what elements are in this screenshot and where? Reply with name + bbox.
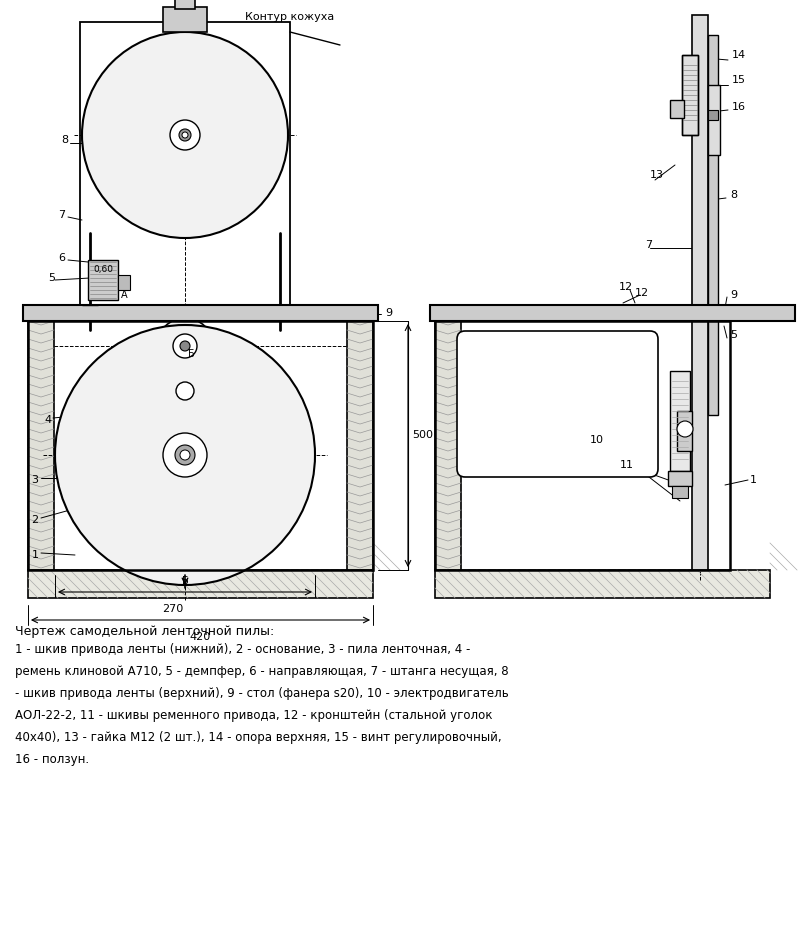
Text: 12: 12: [635, 288, 649, 298]
Text: 2: 2: [31, 515, 38, 525]
Text: ремень клиновой А710, 5 - демпфер, 6 - направляющая, 7 - штанга несущая, 8: ремень клиновой А710, 5 - демпфер, 6 - н…: [15, 665, 509, 678]
Bar: [677, 411, 692, 451]
Bar: [23, 305, 378, 321]
Bar: [430, 305, 795, 321]
Bar: [672, 486, 688, 498]
Text: 9: 9: [385, 308, 392, 318]
Bar: [670, 371, 690, 471]
Text: АОЛ-22-2, 11 - шкивы ременного привода, 12 - кронштейн (стальной уголок: АОЛ-22-2, 11 - шкивы ременного привода, …: [15, 709, 493, 722]
Text: 9: 9: [730, 290, 737, 300]
Circle shape: [170, 120, 200, 150]
Circle shape: [173, 334, 197, 358]
Text: Б: Б: [188, 349, 194, 359]
Circle shape: [82, 32, 288, 238]
Text: A: A: [121, 290, 128, 300]
Bar: [435, 321, 730, 570]
Text: 7: 7: [58, 210, 66, 220]
Text: 500: 500: [412, 431, 433, 441]
Text: 11: 11: [620, 460, 634, 470]
Bar: [708, 35, 718, 415]
Text: 40х40), 13 - гайка М12 (2 шт.), 14 - опора верхняя, 15 - винт регулировочный,: 40х40), 13 - гайка М12 (2 шт.), 14 - опо…: [15, 731, 502, 744]
Circle shape: [55, 325, 315, 585]
Bar: [347, 321, 373, 570]
Text: 1: 1: [31, 550, 38, 560]
Circle shape: [677, 421, 693, 437]
Text: 5: 5: [49, 273, 55, 283]
Text: 270: 270: [162, 604, 184, 614]
Text: 8: 8: [62, 135, 69, 145]
Text: 1 - шкив привода ленты (нижний), 2 - основание, 3 - пила ленточная, 4 -: 1 - шкив привода ленты (нижний), 2 - осн…: [15, 643, 470, 656]
Bar: [682, 55, 698, 135]
Bar: [175, 0, 195, 9]
Text: 0,60: 0,60: [93, 265, 113, 274]
Bar: [80, 22, 290, 305]
Text: 12: 12: [619, 282, 633, 292]
Bar: [670, 100, 684, 118]
Circle shape: [175, 445, 195, 465]
Bar: [708, 110, 718, 120]
Text: 10: 10: [590, 435, 604, 445]
Text: 5: 5: [730, 330, 737, 340]
Text: 8: 8: [730, 190, 737, 200]
Circle shape: [163, 369, 207, 413]
Text: Контур кожуха: Контур кожуха: [245, 12, 334, 22]
Bar: [88, 260, 118, 300]
Text: 13: 13: [650, 170, 664, 180]
Text: Б: Б: [182, 576, 188, 586]
Bar: [28, 321, 54, 570]
Bar: [708, 85, 720, 155]
Bar: [163, 7, 207, 32]
Circle shape: [180, 450, 190, 460]
Bar: [692, 15, 708, 570]
Text: - шкив привода ленты (верхний), 9 - стол (фанера s20), 10 - электродвигатель: - шкив привода ленты (верхний), 9 - стол…: [15, 687, 509, 700]
Circle shape: [182, 132, 188, 138]
Text: 1: 1: [750, 475, 757, 485]
Bar: [28, 321, 373, 570]
Text: Чертеж самодельной ленточной пилы:: Чертеж самодельной ленточной пилы:: [15, 625, 274, 638]
Circle shape: [157, 318, 213, 374]
Text: 6: 6: [58, 253, 66, 263]
FancyBboxPatch shape: [457, 331, 658, 477]
Bar: [682, 55, 698, 135]
Circle shape: [176, 382, 194, 400]
Text: 16 - ползун.: 16 - ползун.: [15, 753, 89, 766]
Text: 420: 420: [190, 632, 211, 642]
Text: 15: 15: [732, 75, 746, 85]
Circle shape: [163, 433, 207, 477]
Bar: [668, 471, 692, 486]
Bar: [435, 570, 770, 598]
Text: 7: 7: [645, 240, 652, 250]
Circle shape: [180, 341, 190, 351]
Bar: [118, 275, 130, 290]
Bar: [28, 570, 373, 598]
Circle shape: [179, 129, 191, 141]
Bar: [435, 321, 461, 570]
Text: 14: 14: [732, 50, 746, 60]
Text: 16: 16: [732, 102, 746, 112]
Text: 4: 4: [45, 415, 51, 425]
Text: 3: 3: [31, 475, 38, 485]
